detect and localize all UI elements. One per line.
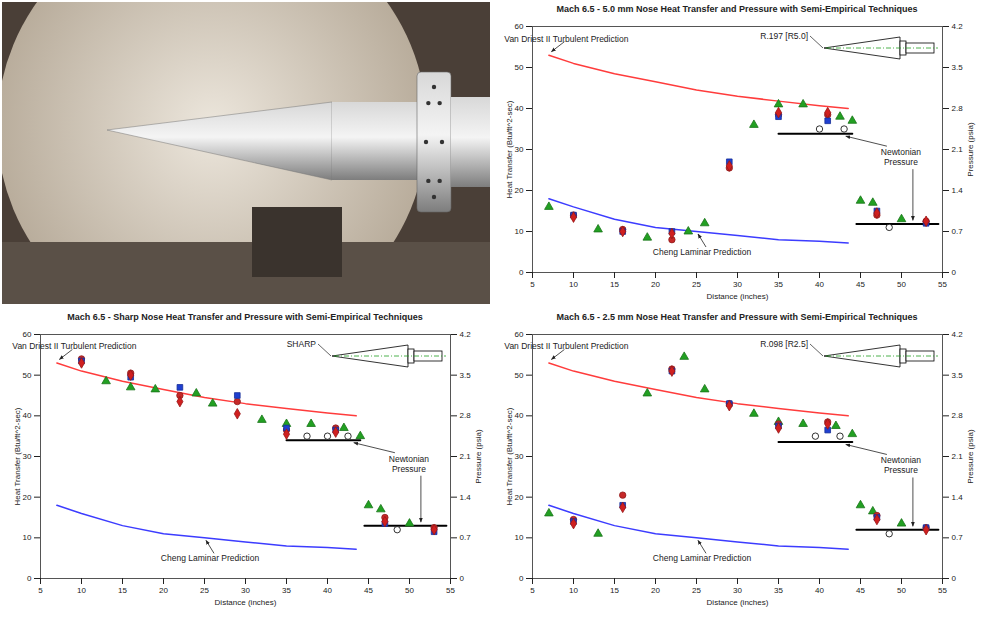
svg-text:0.7: 0.7 <box>952 227 964 236</box>
svg-text:Van Driest II Turbulent Predic: Van Driest II Turbulent Prediction <box>504 34 628 44</box>
svg-text:45: 45 <box>364 586 373 595</box>
svg-text:2.8: 2.8 <box>952 104 964 113</box>
svg-text:5: 5 <box>530 280 535 289</box>
svg-text:NewtonianPressure: NewtonianPressure <box>389 454 429 474</box>
svg-text:45: 45 <box>856 280 865 289</box>
svg-text:40: 40 <box>23 411 32 420</box>
svg-text:2.1: 2.1 <box>952 452 964 461</box>
svg-text:1.4: 1.4 <box>952 493 964 502</box>
svg-text:4.2: 4.2 <box>952 330 964 339</box>
svg-text:2.1: 2.1 <box>460 452 472 461</box>
svg-text:0: 0 <box>952 574 957 583</box>
svg-text:3.5: 3.5 <box>952 371 964 380</box>
svg-text:2.1: 2.1 <box>952 145 964 154</box>
svg-text:Pressure (psia): Pressure (psia) <box>966 429 975 484</box>
svg-text:20: 20 <box>23 493 32 502</box>
svg-text:50: 50 <box>405 586 414 595</box>
svg-text:20: 20 <box>651 280 660 289</box>
svg-text:0: 0 <box>952 268 957 277</box>
svg-text:0.7: 0.7 <box>460 533 472 542</box>
svg-text:Cheng Laminar Prediction: Cheng Laminar Prediction <box>653 553 752 563</box>
svg-text:20: 20 <box>515 493 524 502</box>
svg-text:NewtonianPressure: NewtonianPressure <box>881 147 921 167</box>
svg-text:40: 40 <box>515 104 524 113</box>
svg-text:R.098 [R2.5]: R.098 [R2.5] <box>760 339 808 349</box>
svg-text:55: 55 <box>446 586 455 595</box>
svg-text:10: 10 <box>569 586 578 595</box>
svg-text:60: 60 <box>515 330 524 339</box>
svg-text:15: 15 <box>610 586 619 595</box>
svg-text:30: 30 <box>733 586 742 595</box>
svg-text:Distance (inches): Distance (inches) <box>707 598 769 607</box>
svg-text:30: 30 <box>733 280 742 289</box>
svg-text:45: 45 <box>856 586 865 595</box>
svg-text:Cheng Laminar Prediction: Cheng Laminar Prediction <box>653 247 752 257</box>
svg-text:SHARP: SHARP <box>287 339 317 349</box>
svg-text:1.4: 1.4 <box>460 493 472 502</box>
svg-text:40: 40 <box>515 411 524 420</box>
svg-text:0: 0 <box>27 574 32 583</box>
svg-text:40: 40 <box>815 280 824 289</box>
svg-text:40: 40 <box>815 586 824 595</box>
svg-text:50: 50 <box>515 63 524 72</box>
svg-text:20: 20 <box>651 586 660 595</box>
svg-text:30: 30 <box>23 452 32 461</box>
svg-text:50: 50 <box>897 280 906 289</box>
svg-text:Cheng Laminar Prediction: Cheng Laminar Prediction <box>161 553 260 563</box>
svg-text:2.8: 2.8 <box>952 411 964 420</box>
svg-text:10: 10 <box>569 280 578 289</box>
html-text:Mach 6.5 - 2.5 mm Nose Heat Tr: Mach 6.5 - 2.5 mm Nose Heat Transfer and… <box>556 312 918 322</box>
svg-text:50: 50 <box>515 371 524 380</box>
svg-text:3.5: 3.5 <box>460 371 472 380</box>
svg-text:Van Driest II Turbulent Predic: Van Driest II Turbulent Prediction <box>12 341 136 351</box>
svg-text:4.2: 4.2 <box>460 330 472 339</box>
svg-text:20: 20 <box>159 586 168 595</box>
svg-text:30: 30 <box>515 145 524 154</box>
svg-text:35: 35 <box>774 280 783 289</box>
html-text:Mach 6.5 - 5.0 mm Nose Heat Tr: Mach 6.5 - 5.0 mm Nose Heat Transfer and… <box>556 4 918 14</box>
svg-text:0: 0 <box>519 574 524 583</box>
svg-text:Pressure (psia): Pressure (psia) <box>966 122 975 177</box>
svg-text:Pressure (psia): Pressure (psia) <box>474 429 483 484</box>
svg-text:50: 50 <box>23 371 32 380</box>
svg-text:4.2: 4.2 <box>952 22 964 31</box>
svg-text:35: 35 <box>282 586 291 595</box>
svg-text:0: 0 <box>519 268 524 277</box>
svg-text:Heat Transfer (Btu/ft^2-sec): Heat Transfer (Btu/ft^2-sec) <box>505 100 514 198</box>
svg-text:40: 40 <box>323 586 332 595</box>
svg-text:Heat Transfer (Btu/ft^2-sec): Heat Transfer (Btu/ft^2-sec) <box>13 407 22 505</box>
svg-text:30: 30 <box>515 452 524 461</box>
svg-text:50: 50 <box>897 586 906 595</box>
svg-text:15: 15 <box>610 280 619 289</box>
svg-text:5: 5 <box>38 586 43 595</box>
svg-text:10: 10 <box>515 227 524 236</box>
svg-text:Van Driest II Turbulent Predic: Van Driest II Turbulent Prediction <box>504 341 628 351</box>
svg-text:55: 55 <box>938 280 947 289</box>
svg-text:30: 30 <box>241 586 250 595</box>
svg-text:R.197 [R5.0]: R.197 [R5.0] <box>760 31 808 41</box>
svg-text:25: 25 <box>692 280 701 289</box>
svg-text:25: 25 <box>200 586 209 595</box>
svg-text:3.5: 3.5 <box>952 63 964 72</box>
svg-text:60: 60 <box>23 330 32 339</box>
svg-text:10: 10 <box>23 533 32 542</box>
svg-text:5: 5 <box>530 586 535 595</box>
svg-text:20: 20 <box>515 186 524 195</box>
svg-text:35: 35 <box>774 586 783 595</box>
svg-text:Distance (inches): Distance (inches) <box>215 598 277 607</box>
svg-text:Heat Transfer (Btu/ft^2-sec): Heat Transfer (Btu/ft^2-sec) <box>505 407 514 505</box>
html-text:Mach 6.5 - Sharp Nose Heat Tra: Mach 6.5 - Sharp Nose Heat Transfer and … <box>67 312 423 322</box>
svg-text:0.7: 0.7 <box>952 533 964 542</box>
svg-text:2.8: 2.8 <box>460 411 472 420</box>
svg-text:Distance (inches): Distance (inches) <box>707 292 769 301</box>
svg-text:10: 10 <box>77 586 86 595</box>
svg-text:10: 10 <box>515 533 524 542</box>
svg-text:1.4: 1.4 <box>952 186 964 195</box>
svg-text:60: 60 <box>515 22 524 31</box>
svg-text:NewtonianPressure: NewtonianPressure <box>881 455 921 475</box>
svg-text:55: 55 <box>938 586 947 595</box>
svg-text:25: 25 <box>692 586 701 595</box>
svg-text:0: 0 <box>460 574 465 583</box>
svg-text:15: 15 <box>118 586 127 595</box>
